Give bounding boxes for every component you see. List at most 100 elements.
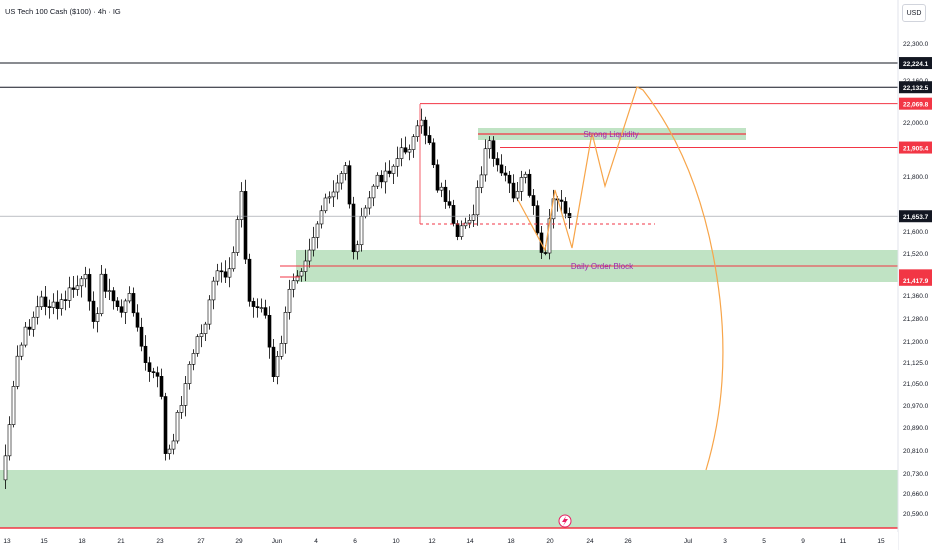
time-tick-label: Jul (684, 538, 693, 545)
candle-body (439, 186, 444, 191)
candle-body (215, 270, 220, 282)
price-marker-label: 22,224.1 (903, 61, 929, 68)
candle-body (83, 274, 88, 280)
candle-body (55, 301, 60, 309)
candle-body (103, 273, 108, 292)
price-tick-label: 22,000.0 (903, 120, 929, 127)
candle-body (519, 177, 524, 192)
candle-body (71, 287, 76, 290)
price-tick-label: 21,200.0 (903, 339, 929, 346)
price-axis[interactable]: 22,300.022,160.022,000.021,800.021,600.0… (897, 0, 932, 550)
time-tick-label: 24 (586, 538, 594, 545)
price-marker (899, 97, 932, 110)
candle-body (335, 182, 340, 193)
candle-body (263, 307, 268, 316)
candle-body (95, 313, 100, 322)
candle-body (219, 270, 224, 273)
candle-body (447, 201, 452, 206)
candle-body (363, 207, 368, 217)
candle-body (423, 119, 428, 136)
candle-body (375, 174, 380, 187)
candle-body (31, 316, 36, 330)
candle-body (39, 296, 44, 308)
time-tick-label: 14 (466, 538, 474, 545)
candle-body (279, 343, 284, 357)
candle-body (443, 186, 448, 202)
price-marker-label: 21,905.4 (903, 146, 929, 153)
currency-selector[interactable]: USD (902, 4, 926, 22)
candle-body (355, 244, 360, 253)
candle-body (387, 170, 392, 174)
candle-body (183, 383, 188, 406)
price-tick-label: 21,050.0 (903, 381, 929, 388)
time-tick-label: 3 (723, 538, 727, 545)
demand-zone (0, 470, 898, 528)
candle-body (143, 345, 148, 363)
candle-body (187, 364, 192, 384)
candle-body (543, 252, 548, 254)
candle-body (523, 173, 528, 178)
candle-body (563, 201, 568, 214)
candle-body (67, 287, 72, 301)
candle-body (511, 182, 516, 199)
candle-body (195, 336, 200, 354)
time-tick-label: 4 (314, 538, 318, 545)
candle-body (419, 119, 424, 127)
candle-body (43, 296, 48, 307)
time-tick-label: 20 (546, 538, 554, 545)
candle-body (139, 326, 144, 347)
candle-body (27, 326, 32, 330)
candle-body (347, 165, 352, 205)
candle-body (323, 197, 328, 212)
candle-body (123, 300, 128, 313)
candle-body (415, 125, 420, 138)
candle-body (207, 299, 212, 325)
time-tick-label: 29 (235, 538, 243, 545)
candle-body (291, 280, 296, 290)
price-marker-label: 21,653.7 (903, 214, 929, 221)
candle-body (159, 376, 164, 397)
candle-body (483, 148, 488, 176)
candle-body (115, 300, 120, 308)
candle-body (379, 174, 384, 183)
candle-body (311, 237, 316, 251)
candle-body (339, 173, 344, 184)
candle-body (331, 191, 336, 198)
candle-body (467, 220, 472, 224)
candle-body (343, 165, 348, 174)
price-marker (899, 57, 932, 70)
price-tick-label: 20,590.0 (903, 511, 929, 518)
lightning-icon[interactable] (558, 514, 572, 528)
price-marker-label: 21,417.9 (903, 278, 929, 285)
candle-body (63, 299, 68, 301)
time-axis[interactable]: 13 15 18 21 23 27 29 Jun 4 6 10 12 14 18 20 24 26 Jul 3 5 9 1… (0, 532, 898, 550)
candle-body (515, 191, 520, 199)
time-tick-label: 27 (197, 538, 205, 545)
candle-body (427, 135, 432, 144)
candle-body (203, 323, 208, 334)
candle-body (487, 140, 492, 150)
candle-body (351, 203, 356, 253)
candle-body (163, 396, 168, 454)
candle-body (435, 164, 440, 191)
candle-body (403, 147, 408, 153)
price-marker (899, 81, 932, 94)
candle-body (171, 440, 176, 450)
time-tick-label: 12 (428, 538, 436, 545)
candle-body (399, 147, 404, 159)
candle-body (51, 301, 56, 308)
time-tick-label: 5 (762, 538, 766, 545)
time-tick-label: 18 (507, 538, 515, 545)
price-marker-label: 22,132.5 (903, 85, 929, 92)
candle-body (459, 225, 464, 237)
price-tick-label: 20,660.0 (903, 491, 929, 498)
candle-body (527, 173, 532, 196)
candle-body (547, 218, 552, 254)
candle-body (239, 191, 244, 220)
candle-body (315, 223, 320, 238)
candle-body (111, 290, 116, 302)
candle-body (307, 249, 312, 262)
candle-body (3, 455, 8, 481)
